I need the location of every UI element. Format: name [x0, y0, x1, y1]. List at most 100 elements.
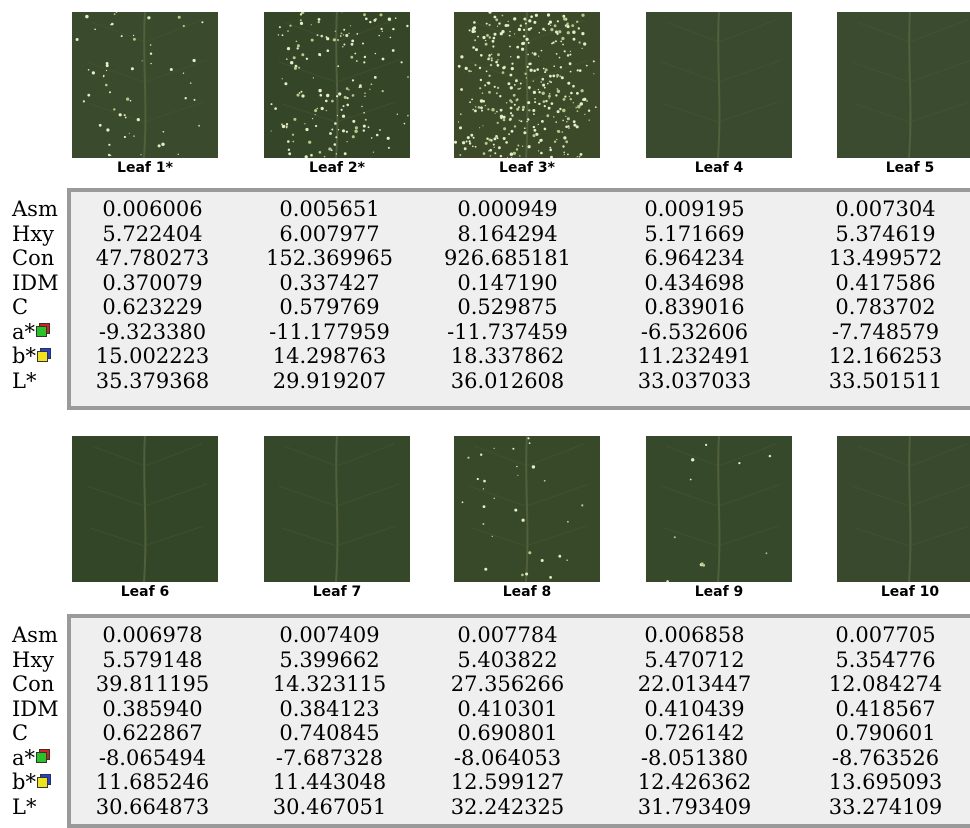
feature-label: Con — [12, 672, 55, 696]
leaf-image — [454, 10, 600, 159]
feature-value: 6.007977 — [279, 221, 380, 246]
feature-label: IDM — [12, 270, 59, 295]
feature-value: -8.763526 — [831, 745, 940, 770]
feature-value: 29.919207 — [272, 368, 387, 393]
feature-value: 11.232491 — [637, 344, 752, 368]
feature-value: 926.685181 — [444, 246, 571, 270]
feature-value: 0.579769 — [279, 295, 380, 319]
feature-value: 12.599127 — [450, 770, 565, 794]
feature-value: 0.410301 — [457, 696, 558, 721]
feature-value: -11.737459 — [447, 319, 568, 344]
feature-label: Asm — [12, 197, 58, 221]
leaf-caption: Leaf 3* — [499, 160, 555, 176]
feature-label: b* — [12, 770, 51, 795]
feature-table — [67, 188, 970, 410]
feature-value: 11.443048 — [272, 770, 387, 794]
feature-value: 5.374619 — [835, 221, 936, 246]
feature-value: 0.790601 — [835, 721, 936, 745]
feature-value: 12.084274 — [828, 672, 943, 696]
feature-value: 0.726142 — [644, 721, 745, 745]
feature-value: -11.177959 — [269, 319, 390, 344]
feature-value: 14.323115 — [272, 672, 387, 696]
leaf-caption: Leaf 5 — [885, 160, 935, 176]
blue-yellow-swatch-icon — [36, 773, 51, 788]
feature-value: 5.354776 — [835, 647, 936, 672]
leaf-image — [72, 435, 218, 583]
feature-label: a* — [12, 746, 51, 771]
feature-value: 35.379368 — [95, 368, 210, 393]
feature-label: Asm — [12, 623, 58, 647]
feature-value: 0.385940 — [102, 696, 203, 721]
feature-value: 22.013447 — [637, 672, 752, 696]
feature-value: 0.007705 — [835, 623, 936, 647]
leaf-caption: Leaf 8 — [502, 584, 552, 600]
feature-value: 11.685246 — [95, 770, 210, 794]
feature-value: 0.006978 — [102, 623, 203, 647]
feature-value: -8.051380 — [640, 745, 749, 770]
feature-value: 0.007409 — [279, 623, 380, 647]
red-green-swatch-icon — [36, 749, 51, 763]
leaf-image — [837, 435, 970, 583]
feature-value: 47.780273 — [95, 246, 210, 270]
feature-value: 0.009195 — [644, 197, 745, 221]
leaf-image — [264, 435, 410, 583]
feature-value: -8.064053 — [453, 745, 562, 770]
feature-value: 0.529875 — [457, 295, 558, 319]
feature-value: 0.418567 — [835, 696, 936, 721]
feature-value: -6.532606 — [640, 319, 749, 344]
feature-value: 0.370079 — [102, 270, 203, 295]
feature-value: 13.499572 — [828, 246, 943, 270]
leaf-image — [646, 435, 792, 583]
feature-value: 0.007304 — [835, 197, 936, 221]
feature-value: 31.793409 — [637, 794, 752, 819]
feature-value: 12.166253 — [828, 344, 943, 368]
feature-value: 0.000949 — [457, 197, 558, 221]
feature-value: -7.687328 — [275, 745, 384, 770]
leaf-image — [454, 435, 600, 583]
leaf-caption: Leaf 7 — [312, 584, 362, 600]
leaf-caption: Leaf 6 — [120, 584, 170, 600]
feature-value: 5.722404 — [102, 221, 203, 246]
feature-value: -8.065494 — [98, 745, 207, 770]
feature-value: 27.356266 — [450, 672, 565, 696]
feature-value: 0.006858 — [644, 623, 745, 647]
feature-label: C — [12, 721, 29, 745]
feature-value: 33.274109 — [828, 794, 943, 819]
feature-table — [67, 614, 970, 828]
feature-value: -9.323380 — [98, 319, 207, 344]
leaf-caption: Leaf 1* — [117, 160, 173, 176]
blue-yellow-swatch-icon — [36, 347, 51, 362]
feature-label: b* — [12, 344, 51, 369]
feature-value: 0.839016 — [644, 295, 745, 319]
feature-value: 33.501511 — [828, 368, 943, 393]
feature-label: Con — [12, 246, 55, 270]
feature-value: -7.748579 — [831, 319, 940, 344]
feature-value: 5.470712 — [644, 647, 745, 672]
feature-value: 0.622867 — [102, 721, 203, 745]
feature-value: 5.399662 — [279, 647, 380, 672]
feature-value: 5.171669 — [644, 221, 745, 246]
leaf-image — [264, 10, 410, 159]
feature-value: 0.623229 — [102, 295, 203, 319]
feature-value: 30.664873 — [95, 794, 210, 819]
feature-value: 5.403822 — [457, 647, 558, 672]
feature-label: C — [12, 295, 29, 319]
leaf-image — [646, 11, 792, 159]
leaf-caption: Leaf 10 — [880, 584, 940, 600]
feature-value: 36.012608 — [450, 368, 565, 393]
feature-value: 0.690801 — [457, 721, 558, 745]
feature-label: L* — [12, 794, 37, 819]
feature-value: 13.695093 — [828, 770, 943, 794]
feature-value: 39.811195 — [95, 672, 210, 696]
feature-value: 0.740845 — [279, 721, 380, 745]
feature-value: 5.579148 — [102, 647, 203, 672]
feature-label: a* — [12, 320, 51, 345]
feature-value: 12.426362 — [637, 770, 752, 794]
feature-value: 0.147190 — [457, 270, 558, 295]
feature-value: 0.417586 — [835, 270, 936, 295]
leaf-image — [72, 11, 218, 159]
feature-value: 6.964234 — [644, 246, 745, 270]
leaf-caption: Leaf 9 — [694, 584, 744, 600]
feature-value: 152.369965 — [266, 246, 393, 270]
feature-value: 18.337862 — [450, 344, 565, 368]
